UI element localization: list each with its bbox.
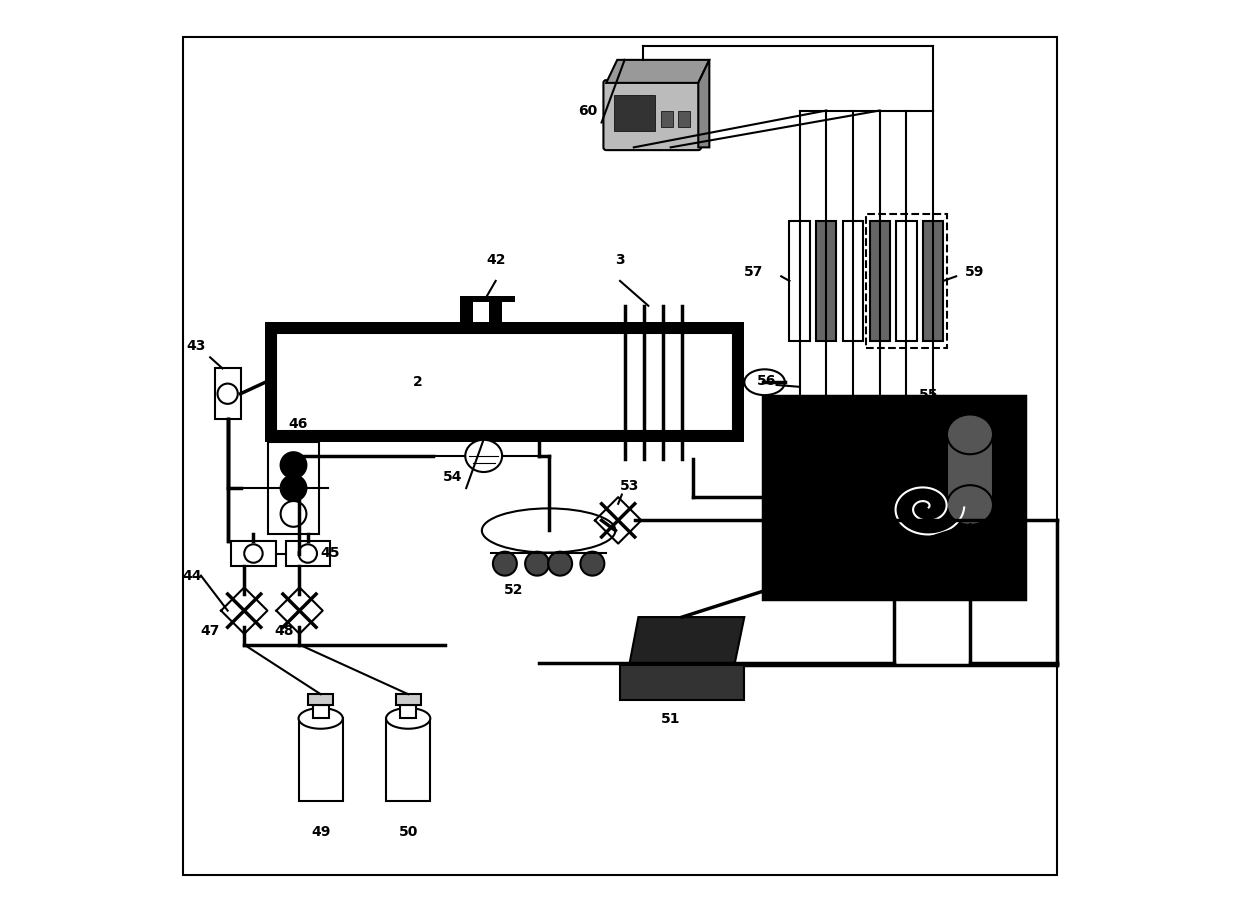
Bar bbox=[790, 221, 810, 341]
Text: 57: 57 bbox=[744, 265, 763, 279]
Bar bbox=[277, 333, 733, 431]
Bar bbox=[897, 221, 916, 341]
Text: 46: 46 bbox=[288, 417, 308, 431]
Text: 45: 45 bbox=[320, 546, 340, 560]
Bar bbox=[460, 302, 472, 322]
Bar bbox=[299, 718, 342, 801]
Text: 54: 54 bbox=[443, 470, 463, 484]
Circle shape bbox=[280, 501, 306, 527]
Circle shape bbox=[494, 552, 517, 576]
Circle shape bbox=[580, 552, 604, 576]
Ellipse shape bbox=[386, 708, 430, 729]
Text: 60: 60 bbox=[578, 104, 598, 118]
Circle shape bbox=[280, 452, 306, 478]
Text: 51: 51 bbox=[661, 712, 681, 726]
Bar bbox=[866, 214, 947, 348]
Ellipse shape bbox=[744, 369, 785, 395]
Ellipse shape bbox=[947, 485, 993, 525]
Text: 52: 52 bbox=[505, 583, 523, 597]
Text: 56: 56 bbox=[758, 374, 776, 388]
Bar bbox=[386, 718, 430, 801]
Bar bbox=[232, 541, 275, 566]
Text: 47: 47 bbox=[201, 624, 219, 638]
Bar bbox=[309, 694, 334, 705]
Ellipse shape bbox=[299, 708, 342, 729]
Ellipse shape bbox=[482, 508, 615, 553]
Bar bbox=[265, 322, 744, 442]
Bar bbox=[816, 221, 837, 341]
Bar bbox=[401, 705, 417, 718]
Text: 3: 3 bbox=[615, 253, 625, 267]
Bar bbox=[869, 221, 890, 341]
Text: 53: 53 bbox=[620, 479, 639, 493]
Text: 59: 59 bbox=[966, 265, 985, 279]
Polygon shape bbox=[606, 60, 709, 83]
Bar bbox=[678, 111, 689, 127]
Ellipse shape bbox=[947, 414, 993, 454]
Text: 58: 58 bbox=[905, 571, 925, 585]
Bar bbox=[268, 442, 319, 534]
Circle shape bbox=[244, 544, 263, 563]
Text: 55: 55 bbox=[919, 388, 939, 402]
Bar bbox=[396, 694, 420, 705]
Bar bbox=[923, 221, 944, 341]
Text: 48: 48 bbox=[274, 624, 294, 638]
Bar bbox=[215, 368, 241, 419]
Bar bbox=[489, 302, 502, 322]
Circle shape bbox=[280, 475, 306, 501]
Text: 43: 43 bbox=[187, 339, 206, 353]
Circle shape bbox=[299, 544, 317, 563]
Bar bbox=[285, 541, 330, 566]
Text: 2: 2 bbox=[413, 375, 423, 390]
Bar bbox=[312, 705, 329, 718]
Ellipse shape bbox=[465, 440, 502, 472]
Text: 49: 49 bbox=[311, 825, 330, 839]
Polygon shape bbox=[698, 60, 709, 147]
Bar bbox=[661, 111, 673, 127]
Text: 50: 50 bbox=[398, 825, 418, 839]
Bar bbox=[460, 296, 516, 302]
Polygon shape bbox=[620, 665, 744, 700]
Bar bbox=[763, 396, 1025, 599]
Text: 42: 42 bbox=[486, 253, 506, 267]
Text: 44: 44 bbox=[182, 569, 201, 583]
Bar bbox=[843, 221, 863, 341]
Bar bbox=[614, 96, 655, 131]
Circle shape bbox=[548, 552, 572, 576]
Bar bbox=[947, 435, 993, 505]
FancyBboxPatch shape bbox=[604, 80, 701, 150]
Circle shape bbox=[525, 552, 549, 576]
Circle shape bbox=[217, 384, 238, 403]
Polygon shape bbox=[629, 617, 744, 665]
